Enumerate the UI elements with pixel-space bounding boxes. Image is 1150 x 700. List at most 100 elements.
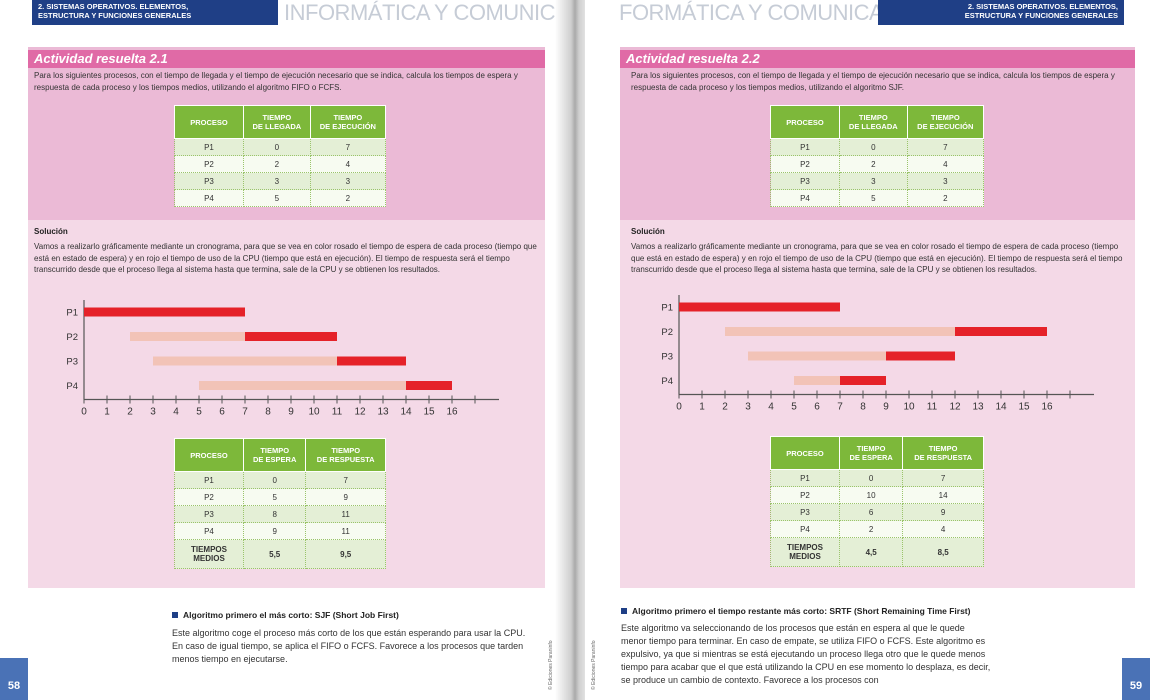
table-row-average: TIEMPOS MEDIOS 5,5 9,5: [174, 539, 386, 569]
body-text: Este algoritmo va seleccionando de los p…: [621, 623, 991, 685]
wait-bar: [748, 351, 886, 361]
col-header: TIEMPO DE LLEGADA: [243, 105, 311, 139]
cell: 5: [839, 189, 908, 207]
cell: 2: [309, 189, 387, 207]
x-tick-label: 10: [308, 407, 320, 418]
cell: 2: [906, 189, 985, 207]
col-header: TIEMPO DE ESPERA: [838, 436, 904, 470]
run-bar: [337, 356, 406, 366]
cell: P3: [174, 505, 244, 523]
x-tick-label: 10: [903, 402, 915, 413]
table-row: P2 2 4: [770, 155, 985, 173]
cell: 9,5: [305, 539, 386, 569]
cell: P4: [174, 189, 244, 207]
x-tick-label: 7: [242, 407, 248, 418]
x-tick-label: 14: [400, 407, 412, 418]
col-header: TIEMPO DE EJECUCIÓN: [906, 105, 985, 139]
cell: P1: [174, 138, 244, 156]
solution-text: Vamos a realizarlo gráficamente mediante…: [34, 242, 537, 274]
col-header: TIEMPO DE RESPUESTA: [305, 438, 386, 472]
cell: 7: [305, 471, 386, 489]
section-heading: Algoritmo primero el tiempo restante más…: [621, 606, 970, 616]
x-tick-label: 15: [1018, 402, 1030, 413]
col-header: TIEMPO DE LLEGADA: [839, 105, 908, 139]
section-header: 2. SISTEMAS OPERATIVOS. ELEMENTOS, ESTRU…: [878, 0, 1124, 22]
cell: 0: [839, 138, 908, 156]
header-rule: [32, 22, 278, 25]
cell: P1: [174, 471, 244, 489]
x-tick-label: 4: [173, 407, 179, 418]
x-tick-label: 8: [860, 402, 866, 413]
col-header: PROCESO: [174, 438, 244, 472]
x-tick-label: 13: [377, 407, 389, 418]
cell: 8,5: [902, 537, 984, 567]
activity-intro: Para los siguientes procesos, con el tie…: [631, 71, 1115, 92]
cell: 8: [242, 505, 307, 523]
run-bar: [840, 376, 886, 385]
x-tick-label: 5: [196, 407, 202, 418]
x-tick-label: 3: [745, 402, 751, 413]
activity-title: Actividad resuelta 2.2: [620, 50, 1135, 68]
cell: P3: [174, 172, 244, 190]
process-label: P3: [661, 352, 673, 363]
x-tick-label: 16: [446, 407, 458, 418]
table-row: P1 0 7: [174, 471, 386, 489]
table-row: P4 5 2: [174, 189, 387, 207]
x-tick-label: 6: [814, 402, 820, 413]
cell: P2: [174, 155, 244, 173]
table-row: P2 2 4: [174, 155, 387, 173]
run-bar: [245, 332, 337, 341]
cell: 3: [243, 172, 311, 190]
wait-bar: [130, 332, 245, 341]
cell: 14: [902, 486, 984, 504]
arrival-table: PROCESO TIEMPO DE LLEGADA TIEMPO DE EJEC…: [770, 105, 985, 207]
col-header: PROCESO: [770, 105, 840, 139]
cell: P2: [770, 486, 840, 504]
cell: 4: [902, 520, 984, 538]
cell: 2: [243, 155, 311, 173]
cell: 4: [309, 155, 387, 173]
body-text: Este algoritmo coge el proceso más corto…: [172, 628, 526, 664]
bullet-icon: [172, 612, 178, 618]
x-tick-label: 3: [150, 407, 156, 418]
cell: P1: [770, 138, 840, 156]
table-row: P3 6 9: [770, 503, 984, 521]
cell: 4,5: [838, 537, 904, 567]
x-tick-label: 11: [927, 402, 938, 413]
x-tick-label: 4: [768, 402, 774, 413]
process-label: P4: [661, 376, 673, 387]
cell: 11: [305, 522, 386, 540]
cell: 5,5: [242, 539, 307, 569]
x-tick-label: 2: [127, 407, 133, 418]
x-tick-label: 5: [791, 402, 797, 413]
activity-title: Actividad resuelta 2.1: [28, 50, 545, 68]
page-number: 59: [1122, 658, 1150, 700]
cell: 0: [242, 471, 307, 489]
cell: TIEMPOS MEDIOS: [174, 539, 244, 569]
x-tick-label: 9: [288, 407, 294, 418]
x-tick-label: 7: [837, 402, 843, 413]
bullet-icon: [621, 608, 627, 614]
x-tick-label: 13: [972, 402, 984, 413]
activity-intro: Para los siguientes procesos, con el tie…: [34, 71, 518, 92]
solution-text: Vamos a realizarlo gráficamente mediante…: [631, 242, 1123, 274]
x-tick-label: 6: [219, 407, 225, 418]
cell: P3: [770, 503, 840, 521]
cell: P3: [770, 172, 840, 190]
x-tick-label: 12: [949, 402, 961, 413]
process-label: P2: [66, 332, 78, 343]
col-header: TIEMPO DE ESPERA: [242, 438, 307, 472]
cell: 9: [305, 488, 386, 506]
table-row: P3 3 3: [770, 172, 985, 190]
table-row: P4 9 11: [174, 522, 386, 540]
table-row: P2 5 9: [174, 488, 386, 506]
wait-bar: [153, 356, 337, 366]
col-header: TIEMPO DE EJECUCIÓN: [309, 105, 387, 139]
cell: 2: [838, 520, 904, 538]
run-bar: [886, 351, 955, 361]
table-row: P1 0 7: [174, 138, 387, 156]
x-tick-label: 16: [1041, 402, 1053, 413]
cell: 2: [839, 155, 908, 173]
section-heading-text: Algoritmo primero el tiempo restante más…: [632, 606, 971, 616]
